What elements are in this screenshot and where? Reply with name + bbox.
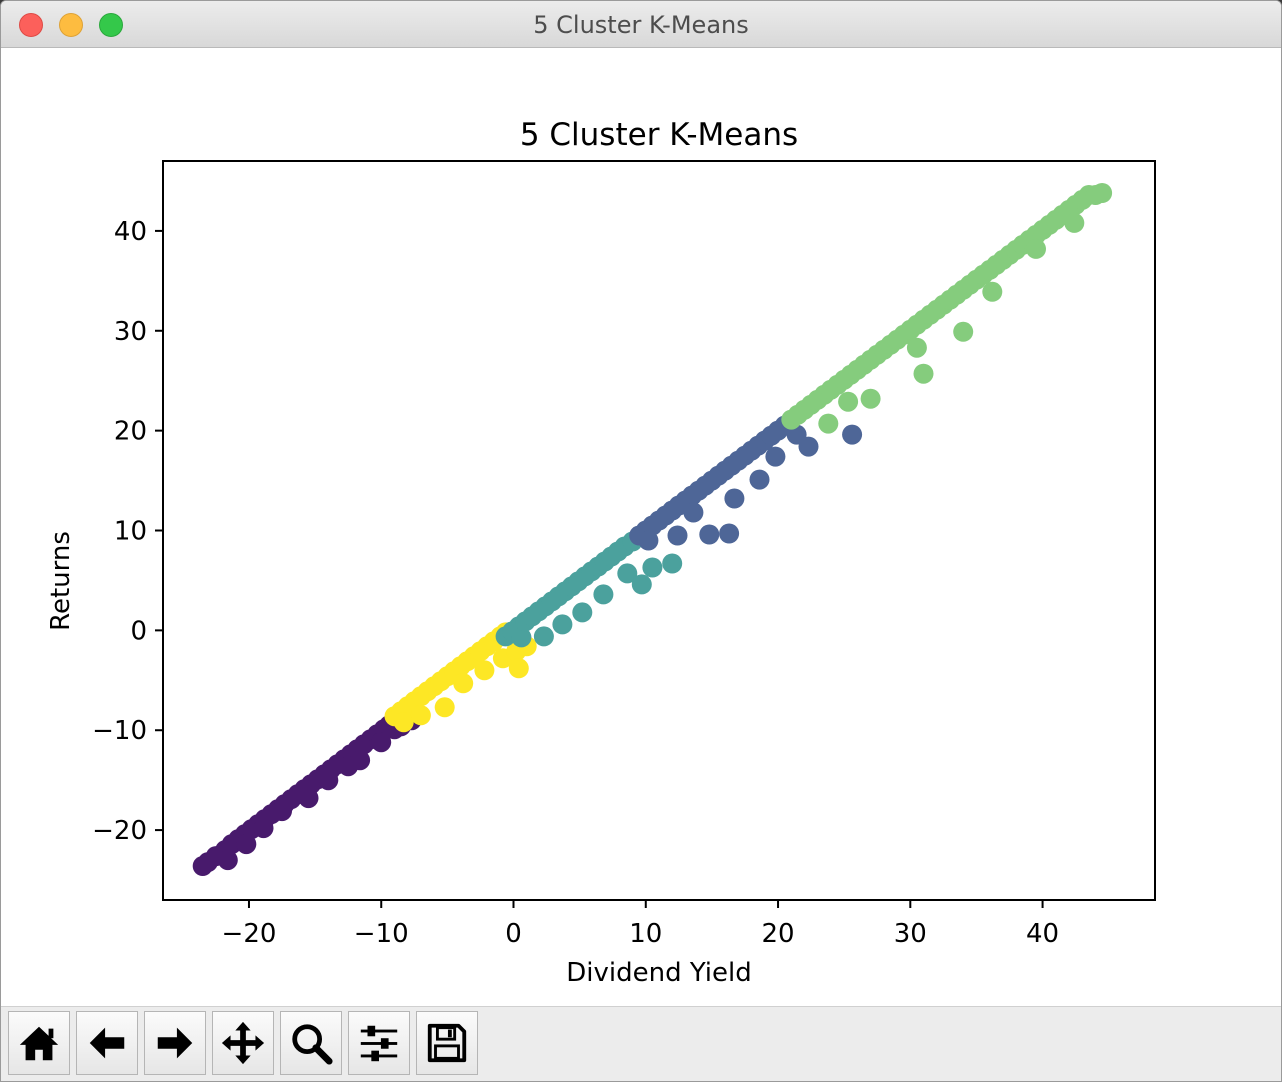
cluster-4-series [629, 415, 863, 551]
data-points [192, 183, 1113, 876]
cluster-1-point-34 [350, 750, 371, 771]
zoom-magnifier-icon [292, 1024, 333, 1065]
cluster-3-point-8 [533, 626, 554, 647]
cluster-4-point-29 [724, 488, 745, 509]
cluster-1-point-14 [253, 818, 274, 839]
cluster-5-point-56 [818, 413, 839, 434]
cluster-5-point-51 [906, 337, 927, 358]
forward-arrow-icon [157, 1027, 193, 1059]
cluster-5-point-55 [1064, 212, 1085, 233]
cluster-4-point-33 [798, 436, 819, 457]
zoom-button[interactable] [280, 1011, 342, 1075]
x-tick-label: 10 [629, 919, 662, 949]
x-tick-label: −20 [222, 919, 277, 949]
cluster-1-point-10 [236, 834, 257, 855]
cluster-5-point-54 [1026, 238, 1046, 259]
cluster-1-point-26 [318, 770, 339, 791]
home-icon [19, 1026, 59, 1061]
cluster-4-point-26 [699, 524, 720, 545]
y-tick-label: 0 [130, 616, 147, 646]
x-axis-label: Dividend Yield [566, 958, 752, 988]
y-tick-label: 40 [114, 217, 147, 247]
figure-canvas[interactable]: −20 −10 0 10 20 30 40 −20 −10 0 10 20 30 40 5 Cluste… [1, 48, 1281, 1006]
y-axis-ticks: −20 −10 0 10 20 30 40 [92, 217, 163, 846]
cluster-4-point-25 [667, 525, 688, 546]
cluster-5-point-57 [838, 391, 859, 412]
x-tick-label: 20 [761, 919, 794, 949]
cluster-2-point-26 [508, 658, 529, 679]
cluster-3-point-28 [642, 557, 663, 578]
title-bar[interactable]: 5 Cluster K-Means [1, 1, 1281, 48]
cluster-1-point-22 [298, 788, 319, 809]
cluster-2-point-4 [393, 712, 414, 733]
maximize-window-button[interactable] [99, 13, 123, 37]
cluster-3-point-27 [631, 574, 652, 595]
window-title: 5 Cluster K-Means [533, 11, 749, 39]
y-tick-label: 20 [114, 417, 147, 447]
cluster-2-point-16 [453, 673, 474, 694]
cluster-1-point-38 [371, 732, 392, 753]
cluster-5-point-49 [860, 388, 881, 409]
cluster-4-point-31 [765, 446, 786, 467]
chart-title: 5 Cluster K-Means [520, 117, 798, 153]
back-arrow-icon [89, 1027, 125, 1059]
cluster-3-point-24 [617, 563, 638, 584]
close-window-button[interactable] [19, 13, 43, 37]
cluster-3-point-4 [511, 627, 532, 648]
cluster-5-point-48 [1092, 183, 1113, 203]
x-tick-label: 40 [1026, 919, 1059, 949]
cluster-3-point-16 [572, 602, 593, 623]
pan-button[interactable] [212, 1011, 274, 1075]
x-axis-ticks: −20 −10 0 10 20 30 40 [222, 900, 1059, 949]
cluster-4-point-30 [749, 469, 770, 490]
x-tick-label: −10 [354, 919, 409, 949]
cluster-2-point-20 [474, 660, 495, 681]
y-tick-label: 30 [114, 317, 147, 347]
configure-subplots-icon [360, 1025, 398, 1062]
y-tick-label: −20 [92, 816, 147, 846]
cluster-4-point-34 [842, 424, 863, 445]
configure-subplots-button[interactable] [348, 1011, 410, 1075]
cluster-2-point-12 [434, 697, 455, 718]
save-floppy-icon [427, 1023, 467, 1063]
cluster-5-point-52 [953, 321, 974, 342]
cluster-1-point-18 [272, 801, 292, 822]
cluster-3-series [495, 531, 683, 648]
y-axis-label: Returns [46, 531, 76, 631]
scatter-chart: −20 −10 0 10 20 30 40 −20 −10 0 10 20 30 40 5 Cluste… [46, 117, 1156, 988]
cluster-4-point-24 [638, 530, 659, 551]
cluster-1-point-6 [217, 850, 238, 871]
y-tick-label: −10 [92, 716, 147, 746]
cluster-1-series [192, 710, 422, 876]
cluster-5-point-53 [982, 281, 1003, 302]
home-button[interactable] [8, 1011, 70, 1075]
cluster-4-point-28 [719, 523, 740, 544]
minimize-window-button[interactable] [59, 13, 83, 37]
forward-button[interactable] [144, 1011, 206, 1075]
x-tick-label: 0 [505, 919, 522, 949]
cluster-3-point-29 [662, 553, 683, 574]
pan-move-icon [221, 1021, 265, 1065]
y-tick-label: 10 [114, 517, 147, 547]
navigation-toolbar [1, 1006, 1281, 1081]
cluster-4-point-27 [683, 502, 704, 523]
cluster-5-series [781, 183, 1113, 434]
cluster-5-point-50 [913, 363, 934, 384]
save-button[interactable] [416, 1011, 478, 1075]
cluster-3-point-12 [552, 614, 573, 635]
cluster-2-point-8 [410, 705, 431, 726]
x-tick-label: 30 [894, 919, 927, 949]
back-button[interactable] [76, 1011, 138, 1075]
cluster-3-point-20 [593, 584, 614, 605]
